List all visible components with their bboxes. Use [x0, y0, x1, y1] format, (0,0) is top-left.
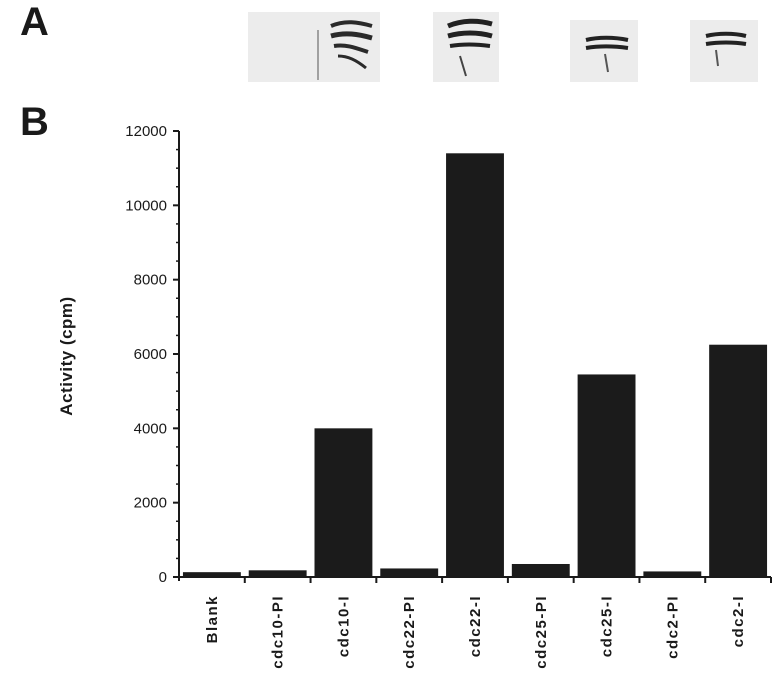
- bar: [511, 563, 570, 577]
- y-tick-label: 10000: [125, 197, 167, 214]
- gel-band: [333, 43, 369, 54]
- x-category-label: cdc2-I: [730, 595, 747, 647]
- x-category-label: cdc10-I: [335, 595, 352, 657]
- bar: [182, 572, 241, 577]
- bar-series: [182, 153, 768, 578]
- x-category-label: cdc25-I: [599, 595, 616, 657]
- gel-band: [449, 42, 491, 48]
- gel-lane-background: [690, 20, 758, 82]
- y-axis-title: Activity (cpm): [57, 296, 76, 415]
- y-tick-label: 8000: [134, 272, 167, 289]
- gel-lane-4: [690, 20, 758, 82]
- x-category-label: cdc22-PI: [401, 595, 418, 669]
- y-axis-ticks: 0 2000 4000 6000 8000 10000 12000: [125, 123, 179, 586]
- bar: [446, 153, 504, 578]
- panel-label-a: A: [20, 0, 49, 44]
- gel-band: [447, 18, 493, 29]
- gel-band: [330, 31, 373, 41]
- bar: [577, 374, 636, 577]
- y-tick-label: 4000: [134, 420, 167, 437]
- y-tick-label: 2000: [134, 495, 167, 512]
- y-tick-label: 6000: [134, 346, 167, 363]
- x-category-label: cdc10-PI: [270, 595, 287, 669]
- gel-band: [447, 30, 493, 39]
- bar: [643, 571, 702, 577]
- x-category-label: cdc2-PI: [664, 595, 681, 659]
- y-tick-label: 0: [159, 569, 167, 586]
- gel-band: [330, 20, 373, 28]
- y-tick-label: 12000: [125, 123, 167, 140]
- x-axis-labels: Blank cdc10-PI cdc10-I cdc22-PI cdc22-I cdc25…: [204, 577, 772, 669]
- gel-lane-2: [433, 12, 499, 82]
- gel-lane-1: [248, 12, 380, 82]
- x-category-label: cdc25-PI: [533, 595, 550, 669]
- bar: [380, 568, 439, 577]
- gel-band: [337, 54, 367, 70]
- gel-band: [459, 55, 467, 77]
- gel-lane-background: [570, 20, 638, 82]
- gel-band: [604, 53, 609, 73]
- bar: [314, 428, 373, 577]
- bar: [248, 570, 307, 577]
- gel-band: [585, 44, 629, 50]
- gel-band: [715, 49, 719, 67]
- x-category-label: Blank: [204, 595, 221, 643]
- x-category-label: cdc22-I: [467, 595, 484, 657]
- panel-label-b: B: [20, 100, 49, 144]
- bar: [709, 344, 768, 577]
- gel-band: [705, 40, 747, 46]
- gel-band: [705, 31, 747, 38]
- gel-band: [585, 35, 629, 42]
- gel-lane-3: [570, 20, 638, 82]
